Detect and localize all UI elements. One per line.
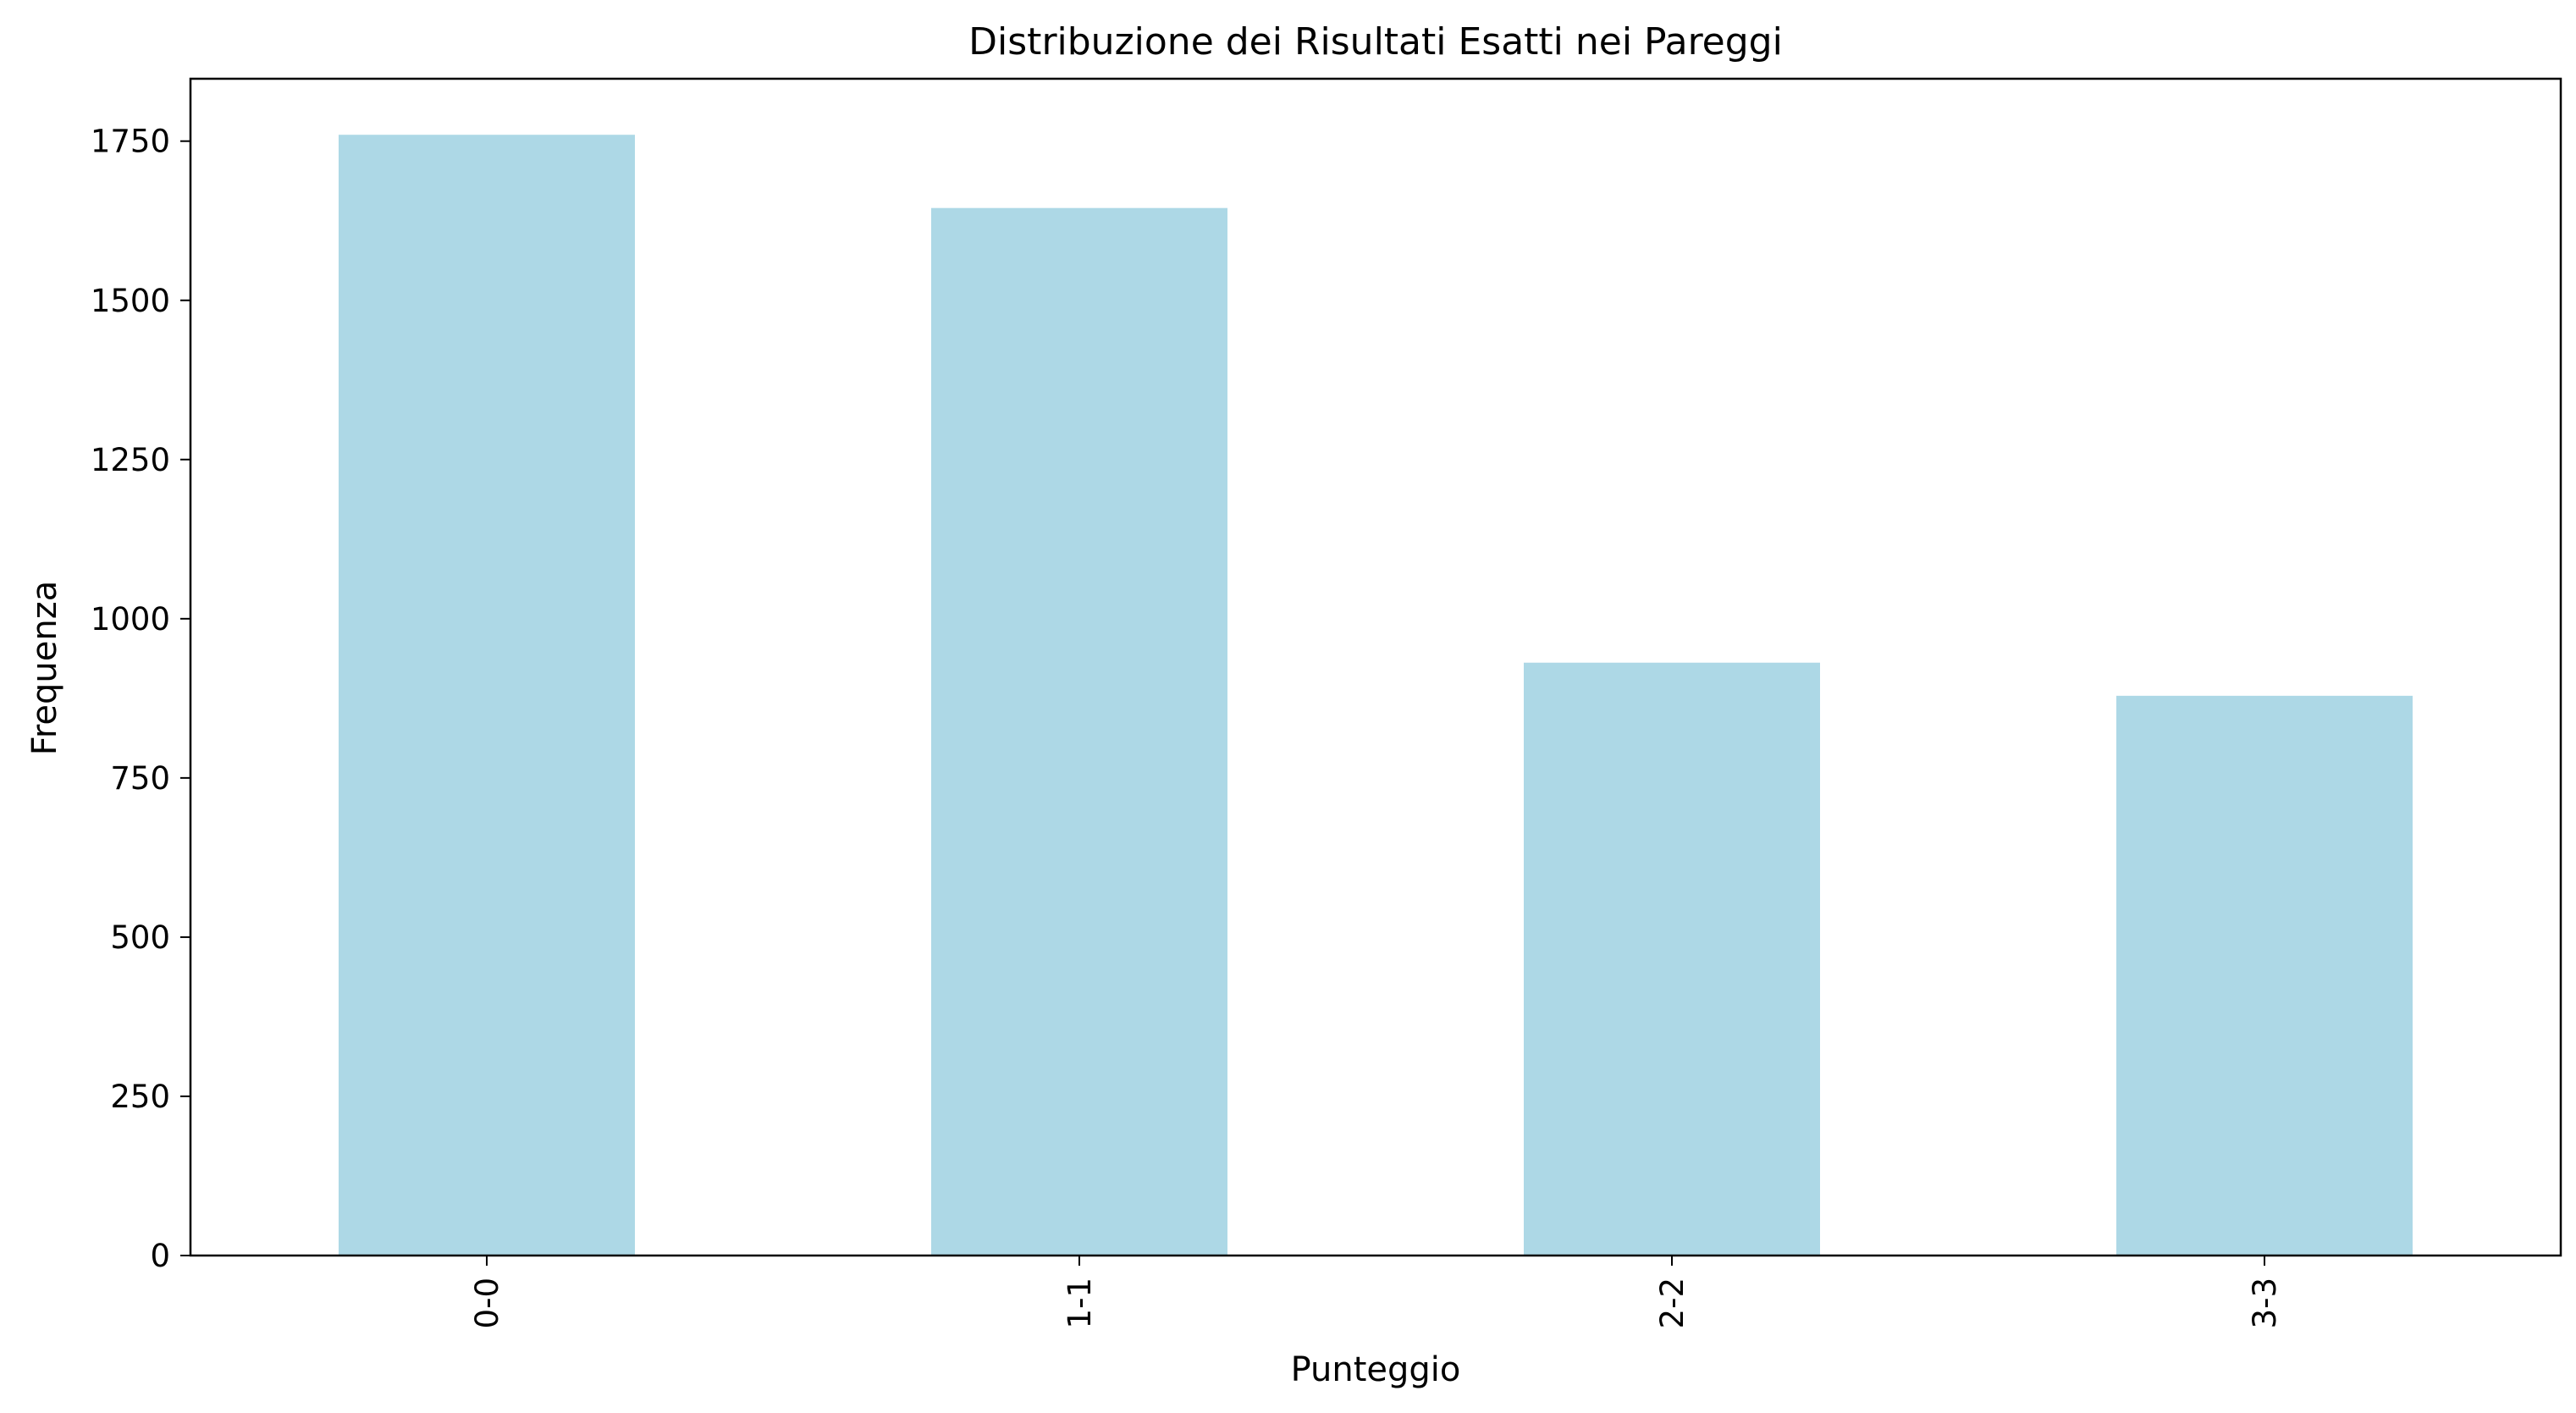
y-tick-label: 1500 [91, 283, 170, 319]
bar-3-3 [2116, 695, 2413, 1256]
bar-1-1 [931, 207, 1227, 1256]
x-tick-label: 0-0 [469, 1278, 505, 1328]
x-axis-label: Punteggio [1291, 1350, 1461, 1389]
y-tick-label: 750 [110, 760, 170, 797]
x-tick-label: 1-1 [1062, 1278, 1098, 1328]
x-tick-label: 3-3 [2247, 1278, 2283, 1328]
y-axis-ticks: 0 250 500 750 1000 1250 1500 1750 [91, 124, 190, 1274]
y-tick-label: 1750 [91, 124, 170, 160]
bars-layer [339, 135, 2413, 1256]
y-axis-label: Frequenza [25, 581, 64, 755]
y-tick-label: 250 [110, 1079, 170, 1115]
chart-title: Distribuzione dei Risultati Esatti nei P… [968, 20, 1783, 63]
bar-0-0 [339, 135, 635, 1256]
x-tick-label: 2-2 [1654, 1278, 1691, 1328]
bar-2-2 [1524, 662, 1820, 1256]
plot-frame [189, 77, 2562, 1257]
y-tick-label: 500 [110, 919, 170, 956]
x-axis-ticks: 0-0 1-1 2-2 3-3 [469, 1256, 2283, 1328]
y-tick-label: 1250 [91, 442, 170, 478]
y-tick-label: 1000 [91, 601, 170, 638]
y-tick-label: 0 [150, 1238, 170, 1274]
